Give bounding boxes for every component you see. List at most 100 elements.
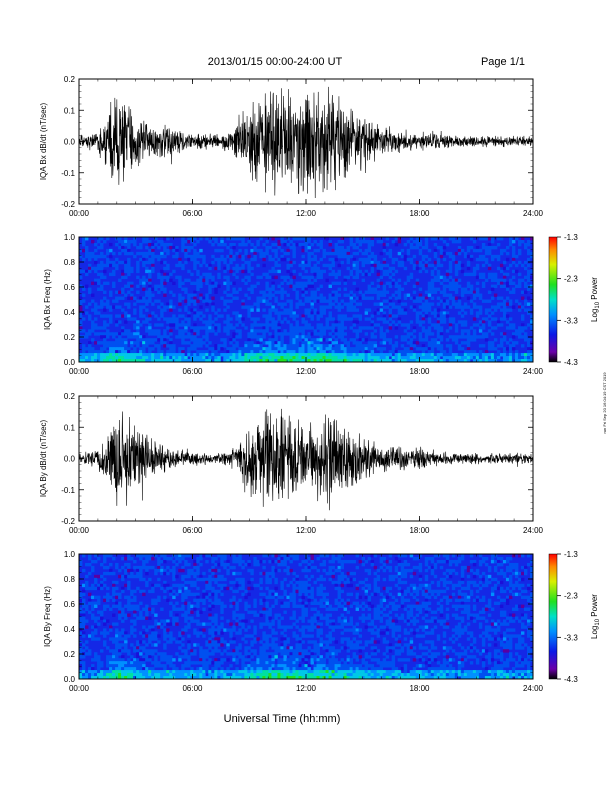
spectrogram-cell — [277, 317, 281, 321]
spectrogram-cell — [487, 290, 492, 294]
spectrogram-cell — [286, 281, 290, 286]
spectrogram-cell — [253, 350, 257, 354]
spectrogram-cell — [217, 329, 221, 333]
spectrogram-cell — [367, 344, 372, 348]
spectrogram-cell — [235, 583, 239, 588]
spectrogram-cell — [166, 248, 170, 253]
spectrogram-cell — [370, 269, 375, 274]
spectrogram-cell — [172, 554, 176, 558]
spectrogram-cell — [205, 356, 209, 360]
spectrogram-cell — [238, 631, 242, 635]
spectrogram-cell — [529, 323, 533, 327]
spectrogram-cell — [295, 323, 299, 327]
spectrogram-cell — [256, 667, 260, 671]
spectrogram-cell — [91, 350, 95, 354]
spectrogram-cell — [388, 308, 393, 312]
spectrogram-cell — [292, 338, 296, 342]
spectrogram-cell — [217, 601, 221, 605]
spectrogram-cell — [457, 299, 462, 303]
spectrogram-cell — [112, 263, 116, 268]
spectrogram-cell — [100, 580, 104, 585]
spectrogram-cell — [466, 305, 471, 309]
spectrogram-cell — [172, 317, 176, 321]
spectrogram-cell — [100, 272, 104, 277]
spectrogram-cell — [508, 353, 513, 357]
spectrogram-cell — [295, 359, 299, 362]
spectrogram-cell — [187, 341, 191, 345]
spectrogram-cell — [262, 559, 266, 564]
spectrogram-cell — [511, 287, 516, 291]
spectrogram-cell — [484, 332, 489, 336]
spectrogram-cell — [166, 359, 170, 362]
spectrogram-cell — [121, 610, 125, 614]
spectrogram-cell — [202, 335, 206, 339]
spectrogram-cell — [361, 359, 366, 362]
spectrogram-cell — [496, 242, 501, 247]
spectrogram-cell — [94, 673, 98, 677]
spectrogram-cell — [253, 610, 257, 614]
spectrogram-cell — [181, 664, 185, 668]
spectrogram-cell — [484, 248, 489, 253]
spectrogram-cell — [154, 598, 158, 603]
spectrogram-cell — [349, 272, 354, 277]
spectrogram-cell — [481, 317, 486, 321]
spectrogram-cell — [460, 287, 465, 291]
spectrogram-cell — [94, 278, 98, 283]
spectrogram-cell — [457, 266, 462, 271]
spectrogram-cell — [175, 254, 179, 259]
spectrogram-cell — [451, 320, 456, 324]
spectrogram-cell — [220, 296, 224, 300]
spectrogram-cell — [439, 245, 444, 250]
spectrogram-cell — [529, 353, 533, 357]
spectrogram-cell — [334, 248, 338, 253]
spectrogram-cell — [265, 571, 269, 576]
spectrogram-cell — [331, 269, 335, 274]
spectrogram-cell — [253, 640, 257, 644]
spectrogram-cell — [451, 284, 456, 288]
spectrogram-cell — [268, 592, 272, 597]
spectrogram-cell — [493, 338, 498, 342]
spectrogram-cell — [115, 562, 119, 567]
spectrogram-cell — [484, 278, 489, 283]
spectrogram-cell — [265, 595, 269, 600]
spectrogram-cell — [223, 676, 227, 679]
spectrogram-cell — [181, 649, 185, 653]
spectrogram-cell — [124, 676, 128, 679]
spectrogram-cell — [166, 565, 170, 570]
spectrogram-cell — [178, 670, 182, 674]
spectrogram-cell — [235, 296, 239, 300]
spectrogram-cell — [388, 302, 393, 306]
spectrogram-cell — [499, 263, 504, 268]
spectrogram-cell — [172, 673, 176, 677]
spectrogram-cell — [112, 305, 116, 309]
spectrogram-cell — [112, 571, 116, 576]
spectrogram-cell — [352, 347, 357, 351]
spectrogram-cell — [319, 347, 323, 351]
spectrogram-cell — [79, 598, 83, 603]
spectrogram-cell — [166, 586, 170, 591]
spectrogram-cell — [205, 335, 209, 339]
spectrogram-cell — [433, 242, 438, 247]
spectrogram-cell — [184, 619, 188, 623]
spectrogram-cell — [433, 341, 438, 345]
spectrogram-cell — [220, 667, 224, 671]
spectrogram-cell — [361, 338, 366, 342]
spectrogram-cell — [391, 356, 396, 360]
spectrogram-cell — [466, 341, 471, 345]
spectrogram-cell — [94, 305, 98, 309]
spectrogram-cell — [214, 574, 218, 579]
spectrogram-cell — [133, 613, 137, 617]
spectrogram-cell — [256, 655, 260, 659]
spectrogram-cell — [400, 302, 405, 306]
spectrogram-cell — [313, 266, 317, 271]
spectrogram-cell — [208, 652, 212, 656]
spectrogram-cell — [172, 350, 176, 354]
spectrogram-cell — [145, 658, 149, 662]
spectrogram-cell — [121, 673, 125, 677]
spectrogram-cell — [127, 580, 131, 585]
spectrogram-cell — [82, 568, 86, 573]
spectrogram-cell — [109, 649, 113, 653]
spectrogram-cell — [310, 302, 314, 306]
spectrogram-cell — [247, 559, 251, 564]
spectrogram-cell — [124, 664, 128, 668]
